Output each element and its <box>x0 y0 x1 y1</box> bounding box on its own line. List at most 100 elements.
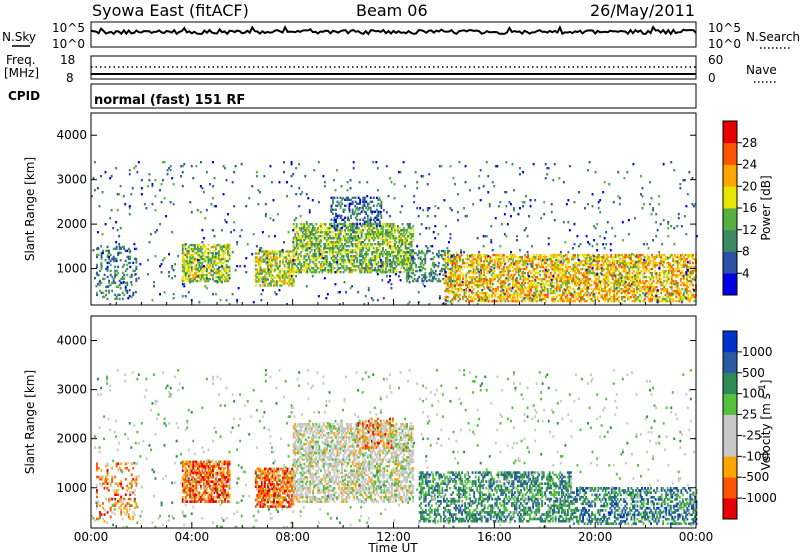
echo-cell-4841 <box>235 269 237 271</box>
echo-cell-2049 <box>341 227 343 229</box>
echo-cell-4753 <box>173 183 175 185</box>
echo-cell-4601 <box>692 254 694 256</box>
echo-cell-4728 <box>162 179 164 181</box>
echo-cell-2078 <box>350 227 352 229</box>
echo-cell-4706 <box>150 233 152 235</box>
echo-cell-137 <box>126 282 128 284</box>
echo-cell-4768 <box>185 243 187 245</box>
echo-cell-4961 <box>325 263 327 265</box>
echo-cell-4251 <box>651 272 653 274</box>
echo-cell-2061 <box>344 209 346 211</box>
echo-cell-154 <box>131 284 133 286</box>
echo-cell-898 <box>300 255 302 257</box>
echo-cell-4641 <box>100 263 102 265</box>
echo-cell-4292 <box>656 254 658 256</box>
echo-cell-4695 <box>141 193 143 195</box>
echo-cell-2250 <box>420 256 422 258</box>
echo-cell-3639 <box>586 300 588 302</box>
echo-cell-4855 <box>245 257 247 259</box>
echo-cell-2864 <box>498 254 500 256</box>
echo-cell-4930 <box>298 163 300 165</box>
echo-cell-4741 <box>170 201 172 203</box>
echo-cell-545 <box>229 244 231 246</box>
station-title: Syowa East (fitACF) <box>92 1 249 20</box>
echo-cell-4964 <box>330 209 332 211</box>
echo-cell-4715 <box>155 209 157 211</box>
echo-cell-1700 <box>382 247 384 249</box>
echo-cell-4725 <box>161 201 163 203</box>
echo-cell-2008 <box>331 219 333 221</box>
echo-cell-4742 <box>170 169 172 171</box>
echo-cell-149 <box>129 262 131 264</box>
echo-cell-4691 <box>136 171 138 173</box>
echo-cell-2004 <box>412 229 414 231</box>
echo-cell-4876 <box>262 281 264 283</box>
echo-cell-4918 <box>292 241 294 243</box>
echo-cell-2644 <box>474 254 476 256</box>
echo-cell-723 <box>279 260 281 262</box>
echo-cell-4778 <box>191 165 193 167</box>
echo-cell-4718 <box>156 229 158 231</box>
echo-cell-3088 <box>524 272 526 274</box>
echo-cell-1365 <box>349 245 351 247</box>
echo-cell-4732 <box>164 197 166 199</box>
echo-cell-4926 <box>295 193 297 195</box>
echo-cell-4717 <box>155 179 157 181</box>
echo-cell-5 <box>96 264 98 266</box>
echo-cell-2096 <box>355 197 357 199</box>
echo-cell-2431 <box>449 258 451 260</box>
echo-cell-3543 <box>574 254 576 256</box>
echo-cell-148 <box>129 266 131 268</box>
power-echo-cells <box>91 161 698 305</box>
echo-cell-3219 <box>539 274 541 276</box>
echo-cell-814 <box>293 278 295 280</box>
echo-cell-4900 <box>277 213 279 215</box>
echo-cell-4261 <box>653 276 655 278</box>
echo-cell-4840 <box>233 171 235 173</box>
echo-cell-4815 <box>215 205 217 207</box>
echo-cell-34 <box>105 294 107 296</box>
echo-cell-2398 <box>444 258 446 260</box>
echo-cell-4877 <box>262 231 264 233</box>
echo-cell-4161 <box>641 258 643 260</box>
noise-sky-label: N.Sky <box>2 30 36 44</box>
echo-cell-4751 <box>173 269 175 271</box>
echo-cell-4822 <box>223 245 225 247</box>
echo-cell-4954 <box>322 175 324 177</box>
echo-cell-2083 <box>352 223 354 225</box>
echo-cell-4881 <box>265 213 267 215</box>
echo-cell-2705 <box>480 254 482 256</box>
echo-cell-4821 <box>221 229 223 231</box>
echo-cell-4711 <box>153 285 155 287</box>
echo-cell-58 <box>108 250 110 252</box>
echo-cell-4693 <box>138 161 140 163</box>
echo-cell-3286 <box>547 288 549 290</box>
echo-cell-4683 <box>130 281 132 283</box>
echo-cell-4836 <box>232 181 234 183</box>
echo-cell-4939 <box>307 197 309 199</box>
echo-cell-35 <box>105 290 107 292</box>
echo-cell-4911 <box>288 231 290 233</box>
echo-cell-4797 <box>204 217 206 219</box>
echo-cell-65 <box>111 290 113 292</box>
echo-cell-4631 <box>94 277 96 279</box>
echo-cell-4942 <box>309 209 311 211</box>
echo-cell-4820 <box>221 265 223 267</box>
echo-cell-4696 <box>141 187 143 189</box>
echo-cell-3306 <box>550 272 552 274</box>
echo-cell-4819 <box>221 281 223 283</box>
echo-cell-703 <box>276 262 278 264</box>
echo-cell-4733 <box>164 161 166 163</box>
echo-cell-4724 <box>161 263 163 265</box>
echo-cell-632 <box>267 278 269 280</box>
echo-cell-4638 <box>97 187 99 189</box>
echo-cell-3856 <box>609 260 611 262</box>
echo-cell-4917 <box>292 259 294 261</box>
echo-cell-4701 <box>147 259 149 261</box>
echo-cell-4912 <box>291 275 293 277</box>
echo-cell-2823 <box>494 270 496 272</box>
echo-cell-4792 <box>201 187 203 189</box>
echo-cell-3797 <box>603 254 605 256</box>
echo-cell-4927 <box>295 167 297 169</box>
echo-cell-3416 <box>560 254 562 256</box>
